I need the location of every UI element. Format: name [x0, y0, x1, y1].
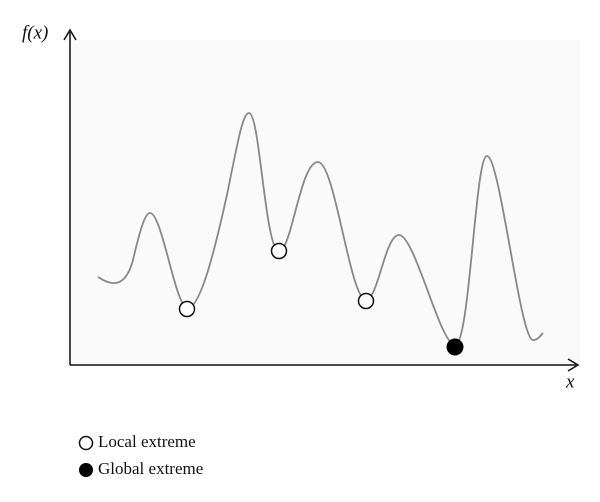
function-curve — [97, 112, 544, 346]
legend-label: Global extreme — [98, 459, 203, 478]
y-axis-label: f(x) — [22, 22, 48, 43]
global-extreme — [446, 338, 464, 356]
legend-label: Local extreme — [98, 432, 196, 451]
local-extreme — [270, 242, 288, 260]
local-extreme — [357, 292, 375, 310]
plot-background — [70, 40, 580, 365]
x-arrow — [567, 358, 580, 372]
local-extreme — [178, 300, 196, 318]
legend-marker — [79, 463, 93, 477]
x-axis-label: x — [565, 371, 575, 392]
legend-marker — [78, 435, 94, 451]
y-arrow — [63, 28, 77, 41]
